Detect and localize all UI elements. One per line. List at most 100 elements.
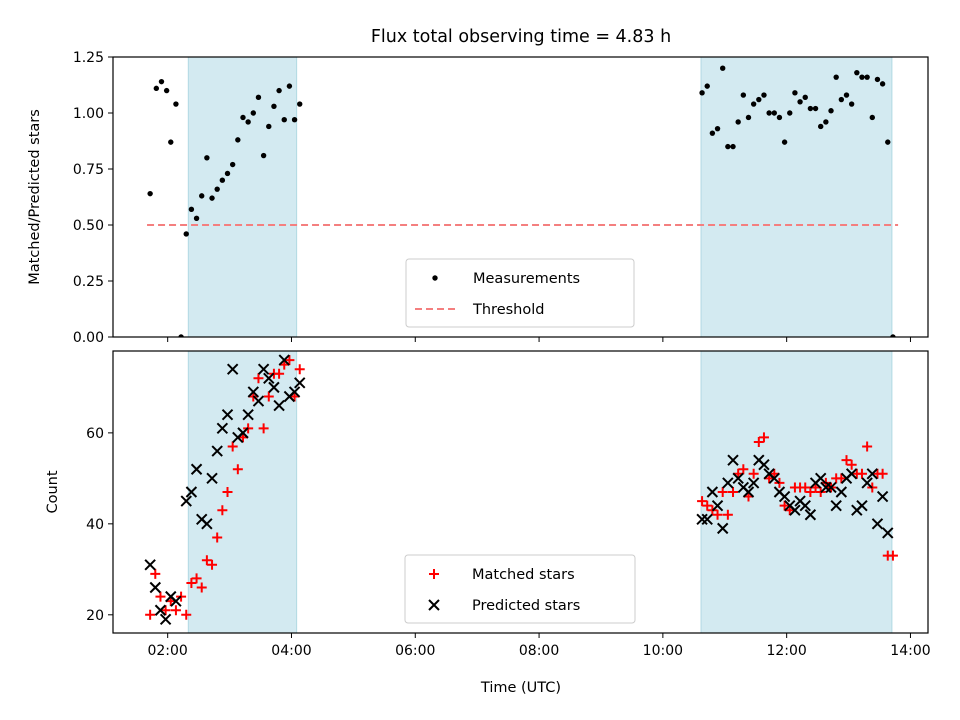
point-matched-stars-50 <box>800 482 811 493</box>
point-predicted-stars-30 <box>701 513 713 525</box>
point-predicted-stars-7 <box>185 486 198 498</box>
point-predicted-stars-55 <box>830 499 842 512</box>
point-measurements-0 <box>147 190 153 197</box>
point-predicted-stars-31 <box>706 486 719 498</box>
series-predicted-stars <box>144 354 894 626</box>
point-measurements-38 <box>740 92 747 98</box>
point-measurements-16 <box>229 161 236 168</box>
point-predicted-stars-65 <box>882 527 894 539</box>
point-matched-stars-23 <box>263 391 274 402</box>
point-predicted-stars-60 <box>856 499 868 512</box>
point-measurements-28 <box>291 117 298 123</box>
point-matched-stars-1 <box>150 568 161 579</box>
point-predicted-stars-47 <box>789 504 801 516</box>
point-predicted-stars-54 <box>825 481 837 494</box>
point-measurements-36 <box>730 143 736 150</box>
point-matched-stars-35 <box>722 509 733 520</box>
point-matched-stars-38 <box>738 464 749 475</box>
point-measurements-43 <box>766 110 772 116</box>
point-measurements-51 <box>807 105 814 112</box>
point-matched-stars-41 <box>753 436 764 447</box>
point-measurements-41 <box>756 96 762 103</box>
point-matched-stars-59 <box>846 459 857 470</box>
point-matched-stars-9 <box>191 573 202 584</box>
point-measurements-67 <box>890 334 896 337</box>
point-measurements-1 <box>153 85 160 92</box>
y-tick-label: 0.25 <box>73 274 104 290</box>
point-measurements-26 <box>281 117 287 123</box>
point-matched-stars-62 <box>862 441 873 452</box>
point-matched-stars-67 <box>887 550 898 561</box>
point-measurements-46 <box>781 139 788 145</box>
point-measurements-40 <box>750 101 757 107</box>
point-measurements-59 <box>848 101 855 107</box>
point-matched-stars-2 <box>155 591 166 602</box>
plot-frame <box>112 56 929 338</box>
point-measurements-8 <box>188 206 195 213</box>
point-predicted-stars-33 <box>716 522 729 535</box>
point-matched-stars-30 <box>697 496 708 507</box>
panel-counts: 20 40 60 02:00 04:00 06:00 08:00 10:00 12:00 14:0… <box>45 350 931 659</box>
point-measurements-22 <box>260 152 267 159</box>
point-predicted-stars-23 <box>268 381 280 394</box>
point-measurements-18 <box>240 114 246 121</box>
point-measurements-19 <box>245 119 251 125</box>
x-tick-label: 14:00 <box>890 643 930 659</box>
x-tick-label: 06:00 <box>395 643 435 659</box>
panel-ratio: 0.00 0.25 0.50 0.75 1.00 1.25 Matched/Predicte… <box>27 50 929 346</box>
point-predicted-stars-14 <box>221 408 234 421</box>
point-predicted-stars-0 <box>144 559 156 571</box>
point-measurements-62 <box>864 74 870 80</box>
point-predicted-stars-10 <box>201 518 213 530</box>
legend-label: Matched stars <box>472 567 575 583</box>
point-predicted-stars-12 <box>211 445 223 457</box>
point-matched-stars-61 <box>856 468 867 479</box>
point-measurements-56 <box>833 74 839 80</box>
point-measurements-9 <box>193 215 200 221</box>
point-measurements-42 <box>761 92 767 98</box>
point-measurements-34 <box>720 65 726 71</box>
point-matched-stars-31 <box>702 500 713 511</box>
x-tick-label: 02:00 <box>147 643 187 659</box>
point-predicted-stars-41 <box>758 459 770 471</box>
point-predicted-stars-22 <box>263 372 275 384</box>
point-matched-stars-21 <box>253 373 264 384</box>
point-matched-stars-16 <box>227 441 238 452</box>
point-predicted-stars-19 <box>247 386 260 398</box>
point-predicted-stars-6 <box>180 495 192 507</box>
point-predicted-stars-38 <box>742 486 755 498</box>
point-measurements-13 <box>214 186 220 192</box>
point-predicted-stars-18 <box>242 408 254 421</box>
point-predicted-stars-45 <box>778 490 791 503</box>
point-measurements-11 <box>204 155 210 161</box>
point-matched-stars-17 <box>232 464 243 475</box>
point-matched-stars-57 <box>836 473 847 484</box>
point-measurements-31 <box>704 83 710 89</box>
point-measurements-52 <box>812 105 819 112</box>
point-measurements-29 <box>297 101 303 107</box>
point-matched-stars-29 <box>294 364 305 375</box>
point-matched-stars-42 <box>758 432 769 443</box>
point-measurements-27 <box>286 83 293 89</box>
point-predicted-stars-64 <box>876 490 889 503</box>
point-measurements-44 <box>771 110 777 116</box>
legend-box <box>404 554 636 624</box>
x-tick-label: 08:00 <box>519 643 559 659</box>
point-predicted-stars-20 <box>252 395 265 407</box>
point-measurements-61 <box>859 74 865 80</box>
point-measurements-15 <box>224 170 231 177</box>
point-matched-stars-40 <box>748 468 759 479</box>
point-measurements-58 <box>843 92 850 98</box>
point-measurements-14 <box>219 177 226 183</box>
x-tick-label: 12:00 <box>766 643 806 659</box>
point-predicted-stars-27 <box>288 386 301 398</box>
point-matched-stars-8 <box>186 577 197 588</box>
point-predicted-stars-24 <box>273 399 285 412</box>
point-measurements-4 <box>168 139 174 145</box>
point-predicted-stars-5 <box>170 595 182 607</box>
point-measurements-12 <box>209 195 215 201</box>
point-measurements-39 <box>745 114 752 121</box>
point-predicted-stars-36 <box>732 472 744 485</box>
legend-label: Predicted stars <box>472 598 580 614</box>
